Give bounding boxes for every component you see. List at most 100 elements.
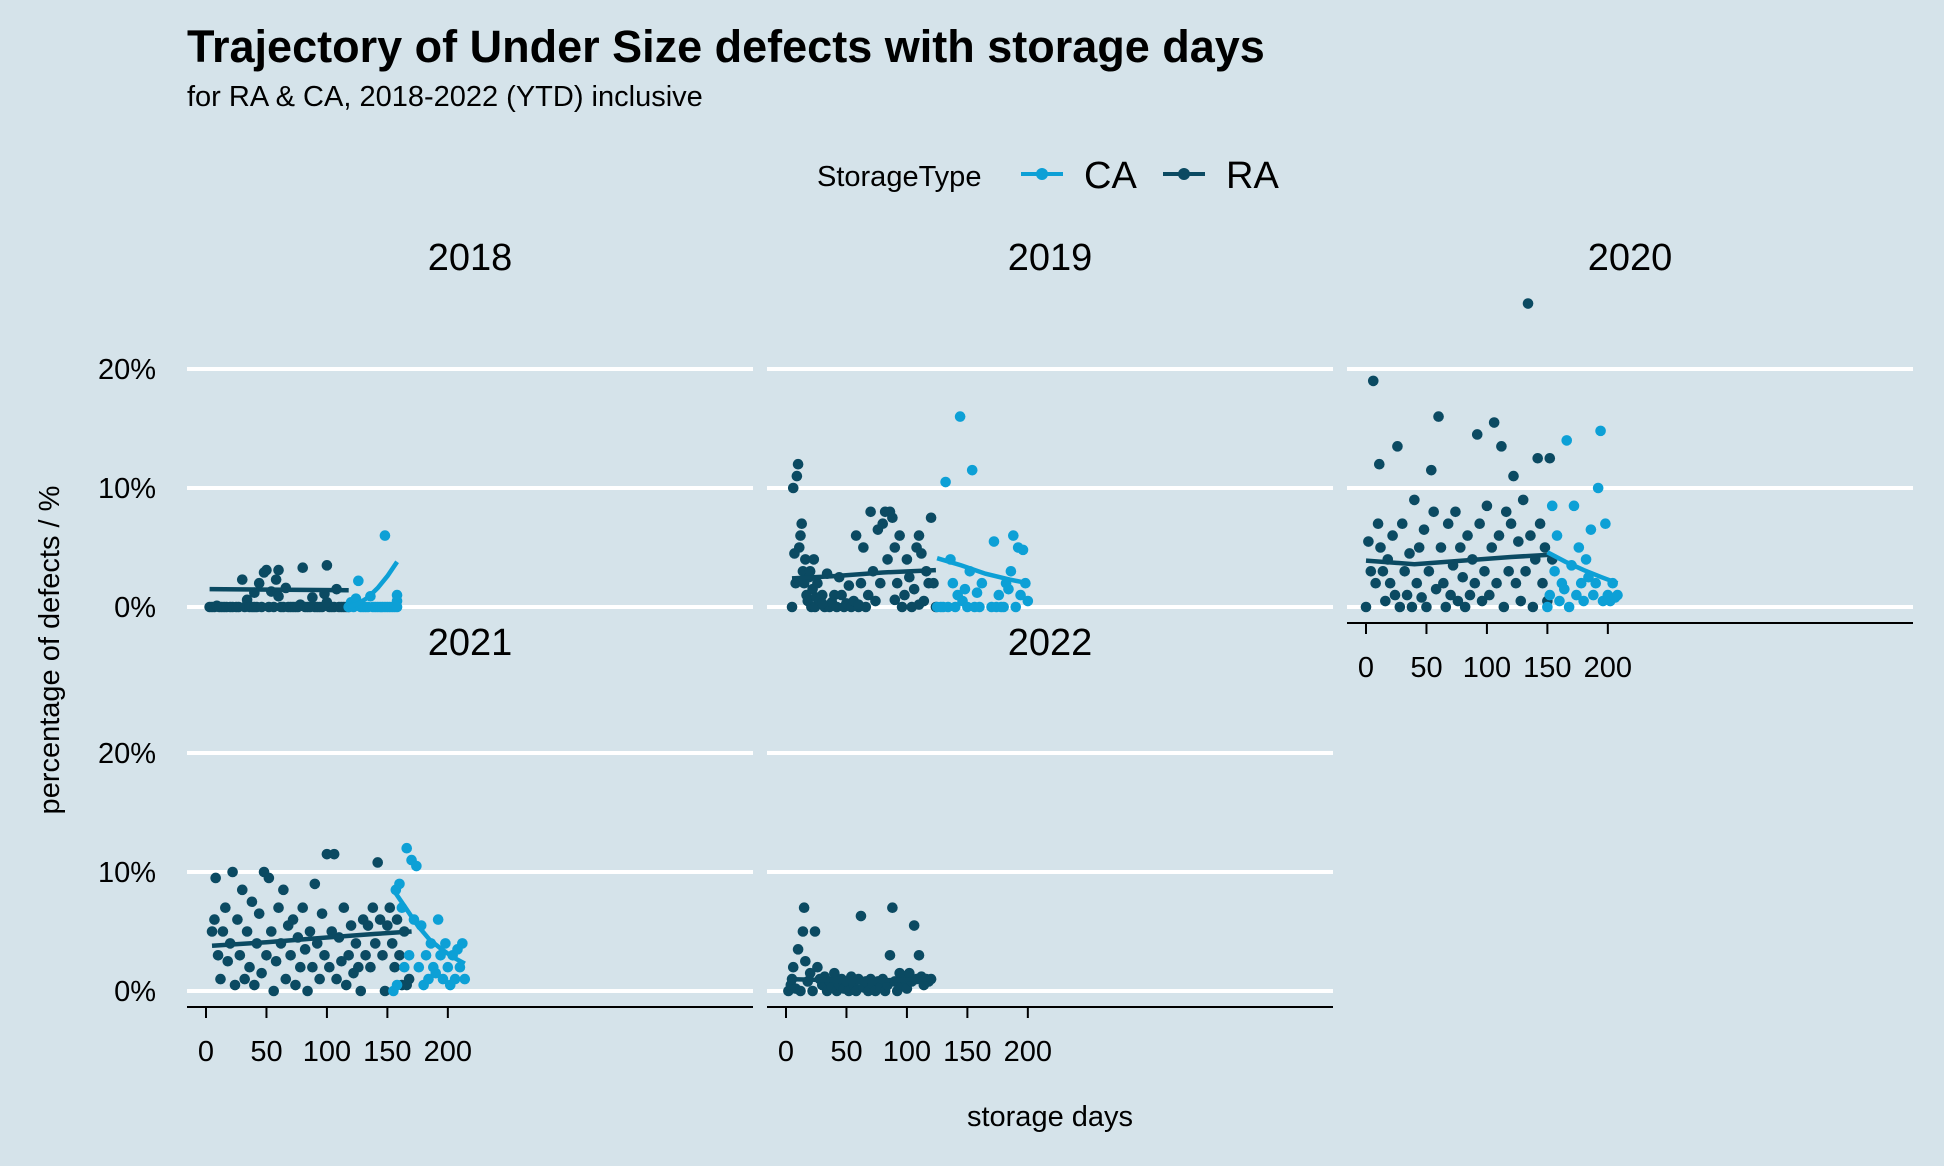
series-ra xyxy=(204,560,354,613)
x-tick-label: 200 xyxy=(424,1036,472,1068)
data-point xyxy=(1430,583,1442,595)
data-point xyxy=(795,530,806,541)
data-point xyxy=(1396,518,1408,529)
data-point xyxy=(1462,530,1473,541)
x-tick-label: 50 xyxy=(1410,652,1442,684)
data-point xyxy=(1534,518,1546,529)
data-point xyxy=(273,590,284,602)
data-point xyxy=(804,967,816,979)
data-point xyxy=(904,967,915,979)
data-point xyxy=(816,589,828,601)
data-point xyxy=(1568,500,1580,512)
data-point xyxy=(290,979,301,991)
data-point xyxy=(1394,601,1406,613)
data-point xyxy=(1367,375,1379,387)
data-point xyxy=(812,961,823,973)
data-point xyxy=(1374,458,1385,470)
data-point xyxy=(1360,601,1372,613)
data-point xyxy=(210,872,221,884)
data-point xyxy=(307,592,318,603)
data-point xyxy=(787,961,799,973)
data-point xyxy=(253,908,265,919)
data-point xyxy=(319,950,330,961)
trend-line xyxy=(791,567,937,581)
data-point xyxy=(877,518,889,529)
data-point xyxy=(403,950,415,961)
data-point xyxy=(449,973,461,985)
data-point xyxy=(1401,589,1413,601)
data-point xyxy=(954,411,966,422)
legend-label-ra: RA xyxy=(1226,155,1279,197)
data-point xyxy=(1590,577,1602,589)
data-point xyxy=(1399,566,1410,577)
data-point xyxy=(1588,589,1599,601)
data-point xyxy=(403,973,415,985)
data-point xyxy=(220,902,231,913)
data-point xyxy=(1413,542,1425,553)
data-point xyxy=(340,979,352,991)
data-point xyxy=(423,973,434,985)
data-point xyxy=(256,967,267,979)
data-point xyxy=(362,920,374,931)
data-point xyxy=(377,950,388,961)
data-point xyxy=(285,950,296,961)
data-point xyxy=(829,967,840,979)
data-point xyxy=(1500,506,1512,518)
x-tick-label: 0 xyxy=(1358,652,1374,684)
data-point xyxy=(253,577,265,589)
data-point xyxy=(399,961,410,973)
data-point xyxy=(959,583,971,595)
data-point xyxy=(800,955,811,967)
data-point xyxy=(1022,595,1034,607)
data-point xyxy=(870,595,881,607)
data-point xyxy=(1592,482,1604,494)
data-point xyxy=(440,938,451,949)
y-axis-ticks: 0% 10% 20% 0% 10% 20% xyxy=(98,354,156,1008)
data-point xyxy=(1433,411,1444,422)
data-point xyxy=(1585,524,1597,535)
data-point xyxy=(374,914,386,925)
data-point xyxy=(1580,554,1592,565)
y-tick-label: 0% xyxy=(114,592,156,624)
trend-line xyxy=(936,556,1029,586)
data-point xyxy=(1481,500,1493,512)
data-point xyxy=(1549,566,1560,577)
data-point xyxy=(321,848,333,860)
data-point xyxy=(1493,530,1505,541)
data-point xyxy=(1517,494,1529,506)
data-point xyxy=(891,577,903,589)
data-point xyxy=(1438,577,1449,589)
data-point xyxy=(988,536,1000,547)
data-point xyxy=(809,926,821,937)
data-point xyxy=(261,950,272,961)
data-point xyxy=(1532,452,1544,464)
data-point xyxy=(1421,601,1432,613)
trend-line xyxy=(347,560,399,610)
data-point xyxy=(268,601,280,613)
data-point xyxy=(1479,566,1490,577)
data-point xyxy=(1508,470,1519,482)
data-point xyxy=(321,596,333,608)
data-point xyxy=(384,902,396,913)
data-point xyxy=(836,589,847,601)
y-tick-label: 20% xyxy=(98,738,156,770)
data-point xyxy=(1370,577,1381,589)
data-point xyxy=(229,979,241,991)
data-point xyxy=(391,914,403,925)
data-point xyxy=(299,944,311,955)
data-point xyxy=(1428,506,1440,518)
data-point xyxy=(916,548,927,559)
facet-panels: 2018 2019 2020 0 50 100 150 200 2021 0 50 100 150 200… xyxy=(187,237,1913,1068)
x-tick-label: 100 xyxy=(883,1036,931,1068)
data-point xyxy=(976,577,988,589)
data-point xyxy=(212,950,224,961)
facet-label: 2018 xyxy=(428,237,513,279)
legend: StorageType CA RA xyxy=(817,155,1279,197)
data-point xyxy=(273,564,284,576)
data-point xyxy=(1486,542,1498,553)
data-point xyxy=(321,560,333,571)
data-point xyxy=(328,848,340,860)
data-point xyxy=(287,914,299,925)
data-point xyxy=(215,973,226,985)
